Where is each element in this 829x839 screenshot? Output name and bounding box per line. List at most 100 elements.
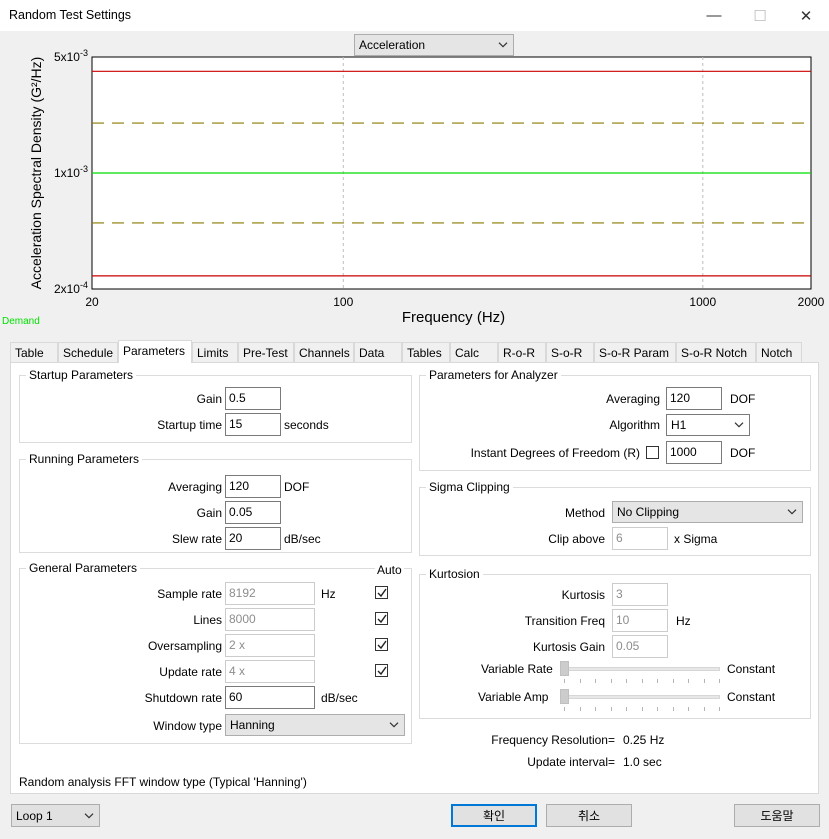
ok-button[interactable]: 확인 — [451, 804, 537, 827]
tab-channels[interactable]: Channels — [294, 342, 354, 362]
shutdown-rate-label: Shutdown rate — [144, 691, 222, 705]
window-type-select[interactable]: Hanning — [225, 714, 405, 736]
y-tick-label: 1x10-3 — [54, 164, 88, 180]
tab-notch[interactable]: Notch — [756, 342, 802, 362]
variable-amp-value: Constant — [727, 690, 776, 704]
lines-auto-checkbox[interactable] — [375, 612, 388, 625]
slider-tick — [719, 679, 720, 683]
instant-dof-input[interactable]: 1000 — [666, 441, 722, 464]
kurtosion-group: Kurtosion Kurtosis 3 Transition Freq 10 … — [419, 567, 811, 719]
shutdown-rate-input[interactable]: 60 — [225, 686, 315, 709]
instant-dof-label: Instant Degrees of Freedom (R) — [470, 446, 640, 460]
clip-above-input[interactable]: 6 — [612, 527, 668, 550]
legend-demand-label: Demand — [2, 316, 40, 327]
sigma-method-select[interactable]: No Clipping — [612, 501, 803, 523]
tab-s-o-r-param[interactable]: S-o-R Param — [594, 342, 676, 362]
slider-tick — [688, 707, 689, 711]
slider-tick — [579, 679, 581, 683]
tab-parameters[interactable]: Parameters — [118, 340, 192, 363]
slider-tick — [564, 707, 565, 711]
tab-tables[interactable]: Tables — [402, 342, 450, 362]
slider-tick — [672, 707, 674, 711]
kurtosis-input[interactable]: 3 — [612, 583, 668, 606]
tab-schedule[interactable]: Schedule — [58, 342, 118, 362]
tab-table[interactable]: Table — [10, 342, 58, 362]
slew-rate-label: Slew rate — [171, 532, 222, 546]
help-button[interactable]: 도움말 — [734, 804, 820, 827]
minimize-button[interactable]: — — [706, 7, 722, 24]
chevron-down-icon — [389, 722, 399, 728]
slew-rate-unit: dB/sec — [284, 532, 321, 546]
tab-limits[interactable]: Limits — [192, 342, 238, 362]
parameters-panel: Startup Parameters Gain 0.5 Startup time… — [10, 362, 819, 794]
tab-s-o-r-notch[interactable]: S-o-R Notch — [676, 342, 756, 362]
running-parameters-group: Running Parameters Averaging 120 DOF Gai… — [19, 452, 412, 553]
startup-time-label: Startup time — [157, 418, 222, 432]
sigma-method-value: No Clipping — [617, 505, 680, 519]
slew-rate-input[interactable]: 20 — [225, 527, 281, 550]
instant-dof-checkbox[interactable] — [646, 446, 659, 459]
variable-rate-label: Variable Rate — [481, 662, 553, 676]
oversampling-input[interactable]: 2 x — [225, 634, 315, 657]
oversampling-label: Oversampling — [147, 639, 222, 653]
lines-input[interactable]: 8000 — [225, 608, 315, 631]
variable-amp-slider[interactable] — [560, 695, 720, 699]
maximize-button[interactable]: ☐ — [753, 7, 767, 25]
window-title: Random Test Settings — [9, 8, 132, 22]
tab-s-o-r[interactable]: S-o-R — [546, 342, 594, 362]
lines-label: Lines — [193, 613, 222, 627]
cancel-button[interactable]: 취소 — [546, 804, 632, 827]
variable-amp-slider-thumb[interactable] — [560, 689, 569, 704]
kurtosis-label: Kurtosis — [561, 588, 605, 602]
close-button[interactable]: ✕ — [799, 7, 813, 25]
kurtosis-gain-label: Kurtosis Gain — [532, 640, 605, 654]
variable-rate-slider[interactable] — [560, 667, 720, 671]
tab-r-o-r[interactable]: R-o-R — [498, 342, 546, 362]
algorithm-value: H1 — [671, 418, 687, 432]
clip-above-unit: x Sigma — [674, 532, 718, 546]
chart-quantity-select[interactable]: Acceleration — [354, 34, 514, 56]
tab-pre-test[interactable]: Pre-Test — [238, 342, 294, 362]
running-gain-label: Gain — [196, 506, 222, 520]
frequency-resolution-label: Frequency Resolution= — [491, 733, 615, 747]
variable-rate-slider-thumb[interactable] — [560, 661, 569, 676]
running-gain-input[interactable]: 0.05 — [225, 501, 281, 524]
running-averaging-input[interactable]: 120 — [225, 475, 281, 498]
chevron-down-icon — [787, 509, 797, 515]
algorithm-select[interactable]: H1 — [666, 414, 750, 436]
sample-rate-auto-checkbox[interactable] — [375, 586, 388, 599]
tab-calc[interactable]: Calc — [450, 342, 498, 362]
sample-rate-input[interactable]: 8192 — [225, 582, 315, 605]
update-rate-label: Update rate — [159, 665, 222, 679]
analyzer-parameters-group: Parameters for Analyzer Averaging 120 DO… — [419, 368, 811, 471]
transition-freq-label: Transition Freq — [524, 614, 605, 628]
slider-tick — [657, 707, 658, 711]
update-rate-input[interactable]: 4 x — [225, 660, 315, 683]
sigma-clipping-group: Sigma Clipping Method No Clipping Clip a… — [419, 480, 811, 556]
checkmark-icon — [377, 666, 387, 676]
group-title: Kurtosion — [426, 567, 483, 581]
slider-tick — [626, 707, 627, 711]
loop-select[interactable]: Loop 1 — [11, 804, 100, 827]
chart-area: 20 100 1000 2000 2x10-4 1x10-3 5x10-3 Frequency… — [0, 31, 829, 334]
startup-time-unit: seconds — [284, 418, 329, 432]
slider-tick — [703, 679, 705, 683]
checkmark-icon — [377, 640, 387, 650]
group-title: Startup Parameters — [26, 368, 137, 382]
kurtosis-gain-input[interactable]: 0.05 — [612, 635, 668, 658]
group-title: Sigma Clipping — [426, 480, 513, 494]
update-rate-auto-checkbox[interactable] — [375, 664, 388, 677]
oversampling-auto-checkbox[interactable] — [375, 638, 388, 651]
startup-time-input[interactable]: 15 — [225, 413, 281, 436]
running-averaging-label: Averaging — [168, 480, 222, 494]
startup-gain-input[interactable]: 0.5 — [225, 387, 281, 410]
window-type-value: Hanning — [230, 718, 275, 732]
checkmark-icon — [377, 614, 387, 624]
transition-freq-input[interactable]: 10 — [612, 609, 668, 632]
sample-rate-label: Sample rate — [157, 587, 222, 601]
slider-tick — [610, 707, 612, 711]
analyzer-averaging-input[interactable]: 120 — [666, 387, 722, 410]
tab-data[interactable]: Data — [354, 342, 402, 362]
slider-tick — [564, 679, 565, 683]
checkmark-icon — [377, 588, 387, 598]
